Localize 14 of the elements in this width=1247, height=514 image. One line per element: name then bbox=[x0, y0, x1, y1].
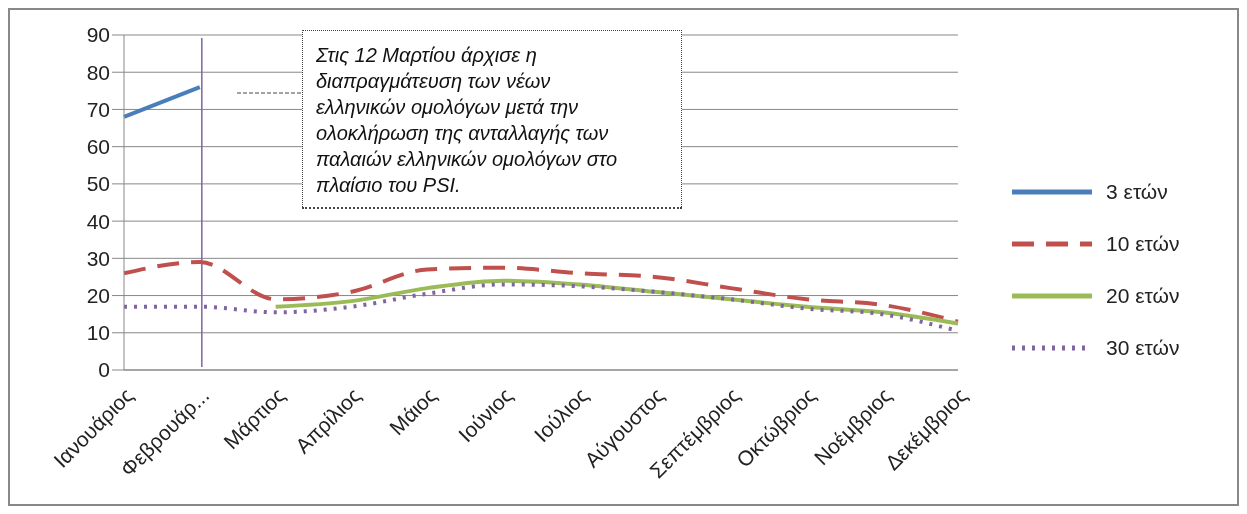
y-tick-label: 40 bbox=[86, 209, 110, 233]
y-tick-label: 10 bbox=[86, 321, 110, 345]
legend-label: 20 ετών bbox=[1106, 284, 1180, 308]
y-tick-label: 90 bbox=[86, 23, 110, 47]
y-tick-label: 80 bbox=[86, 60, 110, 84]
y-tick-label: 0 bbox=[98, 358, 110, 382]
legend-label: 30 ετών bbox=[1106, 336, 1180, 360]
y-tick-label: 20 bbox=[86, 284, 110, 308]
y-tick-label: 60 bbox=[86, 135, 110, 159]
y-tick-label: 30 bbox=[86, 246, 110, 270]
legend-label: 3 ετών bbox=[1106, 180, 1168, 204]
y-tick-label: 70 bbox=[86, 97, 110, 121]
y-tick-label: 50 bbox=[86, 172, 110, 196]
legend-label: 10 ετών bbox=[1106, 232, 1180, 256]
